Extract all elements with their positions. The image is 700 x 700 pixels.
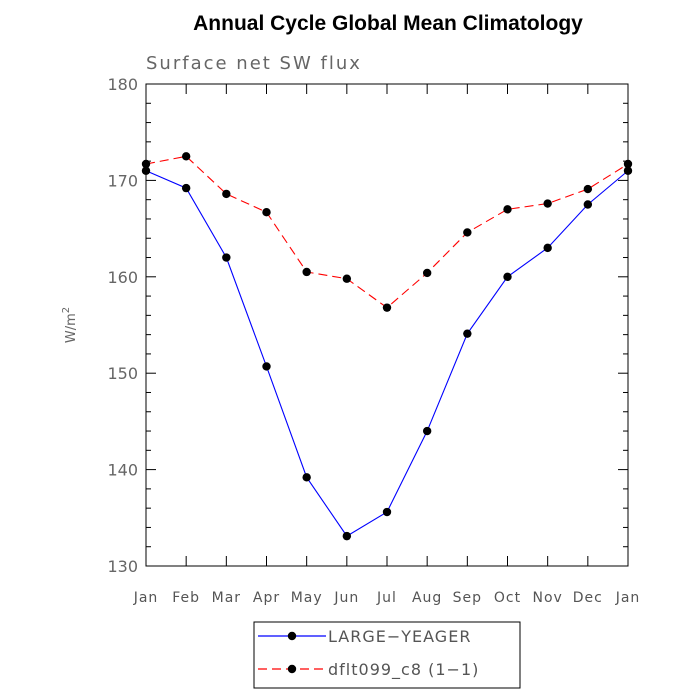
data-point <box>141 159 151 169</box>
data-point <box>422 426 432 436</box>
x-axis: Jan Feb Mar Apr May Jun Jul Aug Sep Oct Nov Dec Jan <box>133 84 641 606</box>
x-tick-label: Sep <box>453 590 482 606</box>
y-tick-label: 160 <box>107 268 138 287</box>
x-tick-label: Jan <box>133 590 159 606</box>
y-axis-label: W/m2 <box>61 307 79 343</box>
data-point <box>503 272 512 281</box>
y-tick-label: 170 <box>107 171 138 190</box>
data-point <box>222 189 231 199</box>
data-point <box>623 166 633 175</box>
x-tick-label: Nov <box>533 590 563 606</box>
data-point <box>302 267 311 277</box>
x-tick-label: Jul <box>376 590 397 606</box>
data-point <box>543 243 552 253</box>
data-point <box>543 199 552 208</box>
series-line-1 <box>145 155 629 309</box>
series-group <box>141 152 633 541</box>
data-point <box>181 183 191 193</box>
data-point <box>302 473 311 482</box>
series-line-0 <box>145 170 629 537</box>
plot-frame <box>145 83 629 567</box>
legend-marker-0 <box>287 631 297 641</box>
legend-label-0: LARGE−YEAGER <box>328 627 471 646</box>
y-tick-label: 130 <box>107 557 138 576</box>
data-point <box>503 205 512 214</box>
y-axis-label-unit: W/m <box>64 313 79 343</box>
data-point <box>342 531 352 541</box>
x-tick-label: Feb <box>172 590 200 606</box>
legend: LARGE−YEAGER dflt099_c8 (1−1) <box>253 621 521 689</box>
data-point <box>181 152 191 161</box>
x-tick-label: Mar <box>212 590 241 606</box>
legend-label-1: dflt099_c8 (1−1) <box>328 660 479 680</box>
y-tick-label: 180 <box>107 75 138 94</box>
y-tick-label: 150 <box>107 364 138 383</box>
data-point <box>262 208 271 217</box>
x-tick-label: Oct <box>494 590 521 606</box>
data-point <box>463 329 472 338</box>
data-point <box>222 253 231 262</box>
x-tick-label: Apr <box>253 590 280 606</box>
data-point <box>422 268 432 278</box>
data-point <box>623 159 633 169</box>
legend-marker-1 <box>287 664 297 674</box>
data-point <box>141 166 151 175</box>
y-tick-label: 140 <box>107 461 138 480</box>
x-tick-label: May <box>291 590 323 606</box>
data-point <box>262 362 271 371</box>
data-point <box>583 200 593 209</box>
y-axis-label-superscript: 2 <box>61 307 72 313</box>
chart-title: Annual Cycle Global Mean Climatology <box>193 12 583 35</box>
data-point <box>463 228 472 237</box>
legend-box <box>253 621 521 689</box>
x-tick-label: Dec <box>573 590 603 606</box>
y-axis: 130 140 150 160 170 180 <box>107 75 628 576</box>
data-point <box>382 303 392 312</box>
x-tick-label: Jan <box>615 590 641 606</box>
x-tick-label: Aug <box>412 590 442 606</box>
data-point <box>382 507 392 517</box>
chart-subtitle: Surface net SW flux <box>146 53 362 74</box>
data-point <box>583 184 593 194</box>
data-point <box>342 274 352 283</box>
x-tick-label: Jun <box>333 590 359 606</box>
